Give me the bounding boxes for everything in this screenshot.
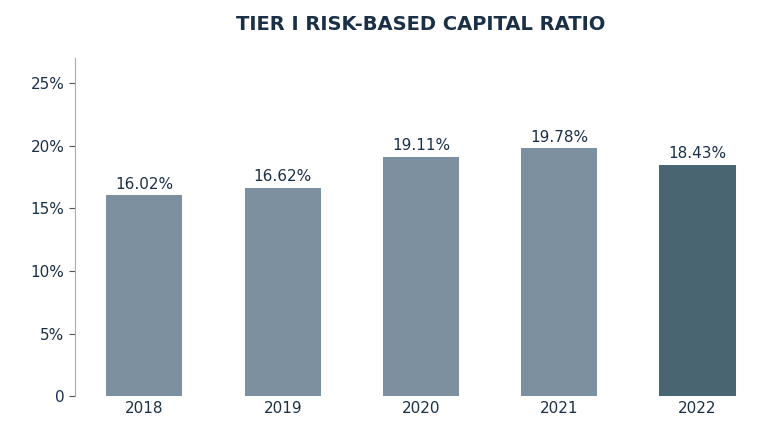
Text: 16.02%: 16.02%: [116, 177, 174, 192]
Bar: [245, 188, 321, 396]
Text: 18.43%: 18.43%: [669, 147, 726, 161]
Bar: [106, 195, 182, 396]
Bar: [522, 148, 597, 396]
Text: 16.62%: 16.62%: [253, 169, 312, 184]
Text: 19.78%: 19.78%: [530, 129, 588, 145]
Bar: [659, 165, 736, 396]
Bar: [383, 157, 459, 396]
Title: TIER I RISK-BASED CAPITAL RATIO: TIER I RISK-BASED CAPITAL RATIO: [236, 15, 605, 34]
Text: 19.11%: 19.11%: [392, 138, 450, 153]
